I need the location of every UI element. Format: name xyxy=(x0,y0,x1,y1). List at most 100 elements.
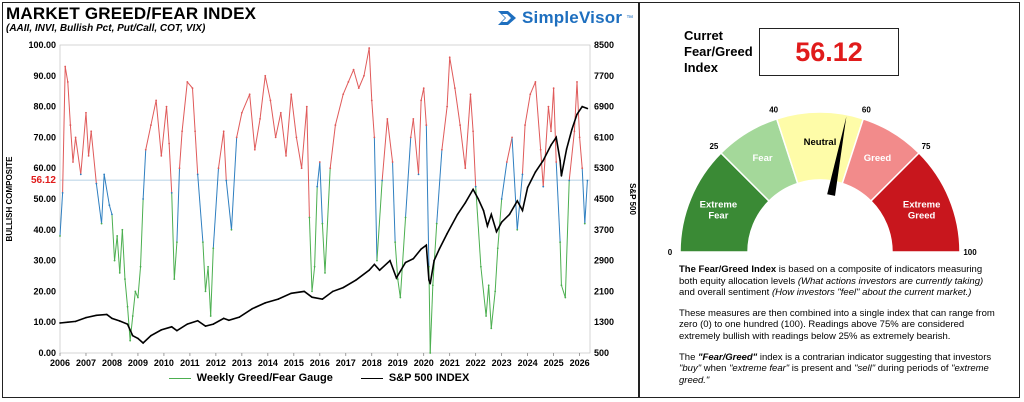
y-tick-left: 100.00 xyxy=(28,40,56,50)
greed-fear-point xyxy=(324,272,326,274)
greed-fear-segment xyxy=(197,174,204,243)
sp500-point xyxy=(238,316,241,318)
greed-fear-point xyxy=(435,222,438,225)
greed-fear-point xyxy=(248,93,251,96)
x-tick-label: 2012 xyxy=(206,358,226,368)
greed-fear-point xyxy=(559,241,562,244)
sp500-point xyxy=(378,269,381,272)
sp500-point xyxy=(516,200,519,202)
greed-fear-point xyxy=(178,167,181,170)
y-tick-left: 60.00 xyxy=(33,163,56,173)
sp500-point xyxy=(438,248,441,250)
greed-fear-segment xyxy=(540,149,544,187)
gauge-zone-label: Greed xyxy=(908,210,936,221)
greed-fear-segment xyxy=(75,137,82,175)
x-tick-label: 2023 xyxy=(492,358,512,368)
gauge-description: The Fear/Greed Index is based on a compo… xyxy=(679,264,999,395)
greed-fear-segment xyxy=(550,88,555,132)
sp500-point xyxy=(142,342,144,344)
greed-fear-segment xyxy=(475,186,482,267)
greed-fear-point xyxy=(474,185,477,188)
sp500-point xyxy=(550,144,552,146)
greed-fear-segment xyxy=(494,248,499,292)
greed-fear-segment xyxy=(210,248,214,317)
greed-fear-segment xyxy=(425,125,430,267)
chart-subtitle: (AAII, INVI, Bullish Pct, Put/Call, COT,… xyxy=(6,23,206,34)
outer-frame xyxy=(2,2,1020,398)
greed-fear-segment xyxy=(418,100,422,175)
greed-fear-point xyxy=(181,130,184,133)
greed-fear-point xyxy=(235,136,238,139)
greed-fear-segment xyxy=(95,183,103,224)
greed-fear-segment xyxy=(373,137,378,261)
greed-fear-point xyxy=(204,290,207,293)
sp500-point xyxy=(118,320,121,322)
y-tick-left: 70.00 xyxy=(33,132,56,142)
greed-fear-point xyxy=(404,216,407,219)
gauge-tick-label: 75 xyxy=(922,142,931,151)
greed-fear-point xyxy=(142,198,145,200)
gauge-tick-label: 25 xyxy=(709,142,718,151)
sp500-point xyxy=(495,230,498,233)
sp500-point xyxy=(137,337,139,340)
greed-fear-segment xyxy=(363,47,370,76)
greed-fear-point xyxy=(79,173,82,176)
greed-fear-segment xyxy=(259,75,266,119)
sp500-point xyxy=(290,292,293,295)
greed-fear-point xyxy=(201,241,204,244)
x-tick-label: 2026 xyxy=(570,358,590,368)
sp500-point xyxy=(559,159,561,162)
greed-fear-segment xyxy=(490,291,496,329)
greed-fear-segment xyxy=(353,69,360,89)
greed-fear-point xyxy=(95,182,98,185)
greed-fear-point xyxy=(168,142,171,145)
greed-fear-segment xyxy=(542,106,549,187)
sp500-point xyxy=(176,329,178,332)
greed-fear-point xyxy=(500,198,503,200)
greed-fear-segment xyxy=(553,88,557,163)
y-tick-right: 7700 xyxy=(594,71,614,81)
greed-fear-segment xyxy=(347,69,355,83)
greed-fear-segment xyxy=(207,266,212,317)
chart-title: MARKET GREED/FEAR INDEX xyxy=(6,4,257,23)
greed-fear-segment xyxy=(555,162,561,243)
greed-fear-segment xyxy=(501,161,508,200)
sp500-point xyxy=(85,316,87,319)
y-tick-left: 40.00 xyxy=(33,225,56,235)
greed-fear-point xyxy=(524,124,526,126)
greed-fear-point xyxy=(300,167,303,170)
greed-fear-segment xyxy=(217,131,225,169)
greed-fear-segment xyxy=(176,168,181,243)
greed-fear-segment xyxy=(464,94,471,169)
greed-fear-point xyxy=(521,173,524,176)
greed-fear-point xyxy=(85,111,87,114)
greed-fear-point xyxy=(173,278,176,280)
greed-fear-segment xyxy=(334,94,344,126)
greed-fear-point xyxy=(454,87,456,90)
greed-fear-point xyxy=(399,296,402,299)
greed-fear-segment xyxy=(186,81,193,89)
y-tick-right: 3700 xyxy=(594,225,614,235)
greed-fear-segment xyxy=(150,100,157,126)
sp500-point xyxy=(204,325,207,327)
x-tick-label: 2021 xyxy=(440,358,460,368)
greed-fear-point xyxy=(61,191,64,194)
greed-fear-point xyxy=(586,179,589,182)
greed-fear-point xyxy=(448,56,451,59)
greed-fear-point xyxy=(386,118,389,120)
y-tick-right: 500 xyxy=(594,348,609,358)
greed-fear-point xyxy=(66,81,69,83)
greed-fear-segment xyxy=(420,88,425,101)
x-tick-label: 2006 xyxy=(50,358,70,368)
greed-fear-segment xyxy=(121,229,126,280)
gauge-zone-label: Extreme xyxy=(903,199,941,210)
greed-fear-segment xyxy=(155,100,162,156)
greed-fear-point xyxy=(555,161,558,163)
greed-fear-point xyxy=(90,130,93,133)
greed-fear-point xyxy=(417,173,420,176)
greed-fear-segment xyxy=(85,112,90,156)
greed-fear-point xyxy=(295,136,298,139)
sp500-point xyxy=(131,334,134,337)
greed-fear-point xyxy=(547,105,550,108)
greed-fear-point xyxy=(64,65,67,68)
